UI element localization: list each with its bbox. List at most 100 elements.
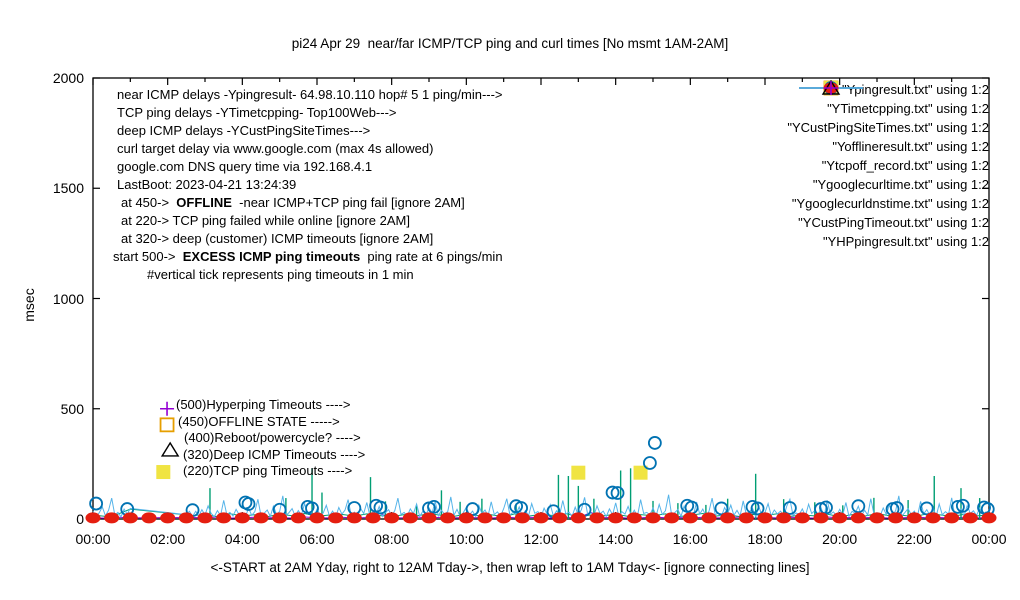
legend-row-Ytcpoff_record: "Ytcpoff_record.txt" using 1:2 [787,81,989,175]
marker [919,501,934,516]
marker [642,456,657,470]
threshold-annotation: (400)Reboot/powercycle? ----> [184,430,361,446]
x-tick-label: 06:00 [299,531,335,547]
x-tick-label: 08:00 [374,531,410,547]
marker [664,512,680,524]
marker [888,512,904,524]
left-annotation-line: start 500-> EXCESS ICMP ping timeouts pi… [113,248,503,266]
marker [104,512,120,524]
legend-row-Yofflineresult: "Yofflineresult.txt" using 1:2 [787,80,989,156]
legend-label: "Ypingresult.txt" using 1:2 [841,82,989,97]
y-tick-label: 1000 [52,290,84,307]
left-annotation-line: deep ICMP delays -YCustPingSiteTimes---> [117,122,370,140]
marker [421,512,437,524]
marker [750,501,765,516]
legend-sample-plus [824,81,839,95]
series-Ygooglecurldnstime [85,512,997,524]
chart-title: pi24 Apr 29 near/far ICMP/TCP ping and c… [291,36,729,51]
x-tick-label: 16:00 [672,531,708,547]
threshold-annotation: (450)OFFLINE STATE -----> [178,413,340,429]
marker [714,501,729,516]
marker [776,512,792,524]
x-tick-label: 04:00 [224,531,260,547]
threshold-annotation: (220)TCP ping Timeouts ----> [183,463,353,479]
marker [647,436,662,450]
x-axis-note: <-START at 2AM Yday, right to 12AM Tday-… [210,560,810,575]
marker [373,500,388,515]
legend-label: "Yofflineresult.txt" using 1:2 [832,139,989,154]
marker [160,512,176,524]
x-tick-label: 00:00 [75,531,111,547]
y-axis-label: msec [21,288,37,322]
legend-row-YTimetcpping: "YTimetcpping.txt" using 1:2 [787,87,989,118]
marker [241,497,256,511]
legend-label: "YTimetcpping.txt" using 1:2 [827,101,989,116]
marker [89,496,104,511]
legend-row-YCustPingTimeout: "YCustPingTimeout.txt" using 1:2 [787,80,989,232]
marker [824,81,839,95]
annotation-bold-text: EXCESS ICMP ping timeouts [182,249,361,264]
marker [552,512,568,524]
marker [782,501,797,515]
legend: "Ypingresult.txt" using 1:2 "YTimetcpping… [787,80,989,251]
x-tick-label: 00:00 [971,531,1007,547]
marker [701,512,717,524]
marker [626,512,642,524]
marker [794,512,810,524]
annotation-text: ping rate at 6 pings/min [360,249,503,264]
marker [122,512,138,524]
threshold-annotation: (320)Deep ICMP Timeouts ----> [183,446,366,462]
marker [234,512,250,524]
marker [950,499,965,514]
marker [610,486,625,500]
marker [608,512,624,524]
left-annotation-line: #vertical tick represents ping timeouts … [147,266,414,284]
marker [384,512,400,524]
marker [720,512,736,524]
marker [851,499,866,514]
marker [160,401,175,416]
marker [514,512,530,524]
marker [533,512,549,524]
marker [365,512,381,524]
marker [738,512,754,524]
marker [757,512,773,524]
marker [955,498,970,513]
legend-label: "YCustPingTimeout.txt" using 1:2 [798,215,989,230]
marker [290,512,306,524]
annotation-text: -near ICMP+TCP ping fail [ignore 2AM] [231,195,465,210]
legend-label: "YCustPingSiteTimes.txt" using 1:2 [787,120,989,135]
left-annotation-line: at 450-> OFFLINE -near ICMP+TCP ping fai… [121,194,465,212]
x-tick-label: 20:00 [822,531,858,547]
marker [906,512,922,524]
marker [496,512,512,524]
marker [85,512,101,524]
marker [869,512,885,524]
marker [682,512,698,524]
marker [159,417,175,433]
annotation-text: deep ICMP delays -YCustPingSiteTimes---> [117,123,371,138]
marker [819,500,833,515]
annotation-bold-text: OFFLINE [176,195,232,210]
y-tick-label: 0 [76,511,84,527]
x-tick-label: 18:00 [747,531,783,547]
annotation-text: #vertical tick represents ping timeouts … [147,267,414,282]
marker [633,465,648,480]
series-Yofflineresult [159,417,175,433]
left-annotation-line: near ICMP delays -Ypingresult- 64.98.10.… [117,86,503,104]
marker [589,512,605,524]
marker [571,465,586,480]
annotation-text: google.com DNS query time via 192.168.4.… [117,159,373,174]
marker [850,512,866,524]
legend-label: "Ygooglecurltime.txt" using 1:2 [812,177,989,192]
annotation-text: at 320-> deep (customer) ICMP timeouts [… [121,231,434,246]
series-YCustPingSiteTimes [92,494,990,519]
legend-row-YCustPingSiteTimes: "YCustPingSiteTimes.txt" using 1:2 [787,87,989,137]
left-annotation-line: LastBoot: 2023-04-21 13:24:39 [117,176,296,194]
legend-label: "Ygooglecurldnstime.txt" using 1:2 [791,196,989,211]
x-tick-label: 02:00 [150,531,186,547]
marker [178,512,194,524]
y-tick-label: 500 [60,400,84,417]
left-annotation-line: at 220-> TCP ping failed while online [i… [121,212,410,230]
